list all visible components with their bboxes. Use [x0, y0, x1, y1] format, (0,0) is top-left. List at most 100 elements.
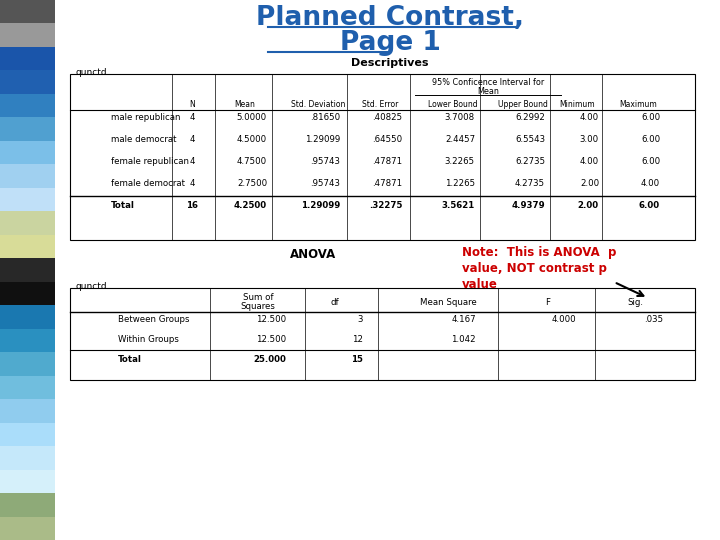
- Text: 1.29099: 1.29099: [305, 135, 340, 144]
- Text: male democrat: male democrat: [111, 135, 176, 144]
- Text: Upper Bound: Upper Bound: [498, 100, 548, 109]
- Text: 1.29099: 1.29099: [301, 201, 340, 210]
- Text: 4.5000: 4.5000: [237, 135, 267, 144]
- Text: 12.500: 12.500: [256, 335, 286, 344]
- Text: 3.7008: 3.7008: [445, 113, 475, 122]
- Text: Within Groups: Within Groups: [118, 335, 179, 344]
- Text: 4.00: 4.00: [641, 179, 660, 188]
- Bar: [0, 0, 55, 23]
- Text: 4: 4: [189, 113, 194, 122]
- Text: 12: 12: [352, 335, 363, 344]
- Text: 1.042: 1.042: [451, 335, 476, 344]
- Text: 2.00: 2.00: [578, 201, 599, 210]
- Text: Note:  This is ANOVA  p: Note: This is ANOVA p: [462, 246, 616, 259]
- Text: 3.2265: 3.2265: [445, 157, 475, 166]
- Text: Lower Bound: Lower Bound: [428, 100, 478, 109]
- Text: female republican: female republican: [111, 157, 189, 166]
- Text: .95743: .95743: [310, 179, 340, 188]
- Text: Std. Deviation: Std. Deviation: [291, 100, 345, 109]
- Text: 2.00: 2.00: [580, 179, 599, 188]
- Text: 4.000: 4.000: [552, 315, 576, 324]
- Text: 6.2992: 6.2992: [515, 113, 545, 122]
- Text: Mean Square: Mean Square: [420, 298, 477, 307]
- Bar: [0, 446, 55, 470]
- Bar: [0, 517, 55, 540]
- Bar: [0, 211, 55, 235]
- Text: 95% Conficence Interval for: 95% Conficence Interval for: [432, 78, 544, 87]
- Text: Descriptives: Descriptives: [351, 58, 428, 68]
- Text: Sum of: Sum of: [243, 293, 274, 302]
- Text: 4.7500: 4.7500: [237, 157, 267, 166]
- Bar: [0, 70, 55, 94]
- Text: ANOVA: ANOVA: [290, 248, 336, 261]
- Text: 2.7500: 2.7500: [237, 179, 267, 188]
- Text: 4.00: 4.00: [580, 157, 599, 166]
- Bar: [0, 258, 55, 282]
- Text: .40825: .40825: [372, 113, 402, 122]
- Text: 1.2265: 1.2265: [445, 179, 475, 188]
- Text: .64550: .64550: [372, 135, 402, 144]
- Bar: [0, 141, 55, 164]
- Text: 3: 3: [358, 315, 363, 324]
- Text: Total: Total: [111, 201, 135, 210]
- Text: 6.5543: 6.5543: [515, 135, 545, 144]
- Bar: [0, 423, 55, 446]
- Bar: [0, 188, 55, 211]
- Text: Squares: Squares: [240, 302, 276, 311]
- Bar: [0, 376, 55, 399]
- Text: .47871: .47871: [372, 157, 402, 166]
- Bar: [0, 493, 55, 517]
- Text: 6.00: 6.00: [639, 201, 660, 210]
- Text: .95743: .95743: [310, 157, 340, 166]
- Text: 4.2735: 4.2735: [515, 179, 545, 188]
- Bar: [0, 399, 55, 423]
- Bar: [0, 94, 55, 117]
- Text: Planned Contrast,: Planned Contrast,: [256, 5, 524, 31]
- Text: 4.00: 4.00: [580, 113, 599, 122]
- Text: 4: 4: [189, 157, 194, 166]
- Bar: [0, 305, 55, 329]
- Text: Sig.: Sig.: [627, 298, 643, 307]
- Text: .035: .035: [644, 315, 663, 324]
- Text: qunctd: qunctd: [75, 68, 107, 77]
- Text: 3.00: 3.00: [580, 135, 599, 144]
- Text: .47871: .47871: [372, 179, 402, 188]
- Bar: [0, 47, 55, 70]
- Text: female democrat: female democrat: [111, 179, 185, 188]
- Text: Mean: Mean: [235, 100, 256, 109]
- Bar: [0, 470, 55, 493]
- Bar: [0, 352, 55, 376]
- Text: 5.0000: 5.0000: [237, 113, 267, 122]
- Text: Between Groups: Between Groups: [118, 315, 189, 324]
- Text: .32275: .32275: [369, 201, 402, 210]
- Text: Std. Error: Std. Error: [362, 100, 398, 109]
- Text: 4: 4: [189, 179, 194, 188]
- Text: 6.2735: 6.2735: [515, 157, 545, 166]
- Text: df: df: [330, 298, 339, 307]
- Text: 2.4457: 2.4457: [445, 135, 475, 144]
- Text: 25.000: 25.000: [253, 355, 286, 364]
- Text: value, NOT contrast p: value, NOT contrast p: [462, 262, 607, 275]
- Text: 4.2500: 4.2500: [234, 201, 267, 210]
- Bar: [0, 164, 55, 188]
- Text: Mean: Mean: [477, 87, 499, 96]
- Text: 15: 15: [351, 355, 363, 364]
- Text: male republican: male republican: [111, 113, 181, 122]
- Bar: [0, 329, 55, 352]
- Text: 6.00: 6.00: [641, 157, 660, 166]
- Text: 6.00: 6.00: [641, 135, 660, 144]
- Text: 12.500: 12.500: [256, 315, 286, 324]
- Text: 6.00: 6.00: [641, 113, 660, 122]
- Text: Total: Total: [118, 355, 142, 364]
- Text: 4: 4: [189, 135, 194, 144]
- Bar: [0, 235, 55, 258]
- Text: 4.167: 4.167: [451, 315, 476, 324]
- Bar: [0, 23, 55, 47]
- Text: .81650: .81650: [310, 113, 340, 122]
- Bar: [70, 288, 695, 380]
- Bar: [0, 117, 55, 141]
- Text: 3.5621: 3.5621: [442, 201, 475, 210]
- Bar: [0, 282, 55, 305]
- Text: F: F: [546, 298, 551, 307]
- Text: Maximum: Maximum: [619, 100, 657, 109]
